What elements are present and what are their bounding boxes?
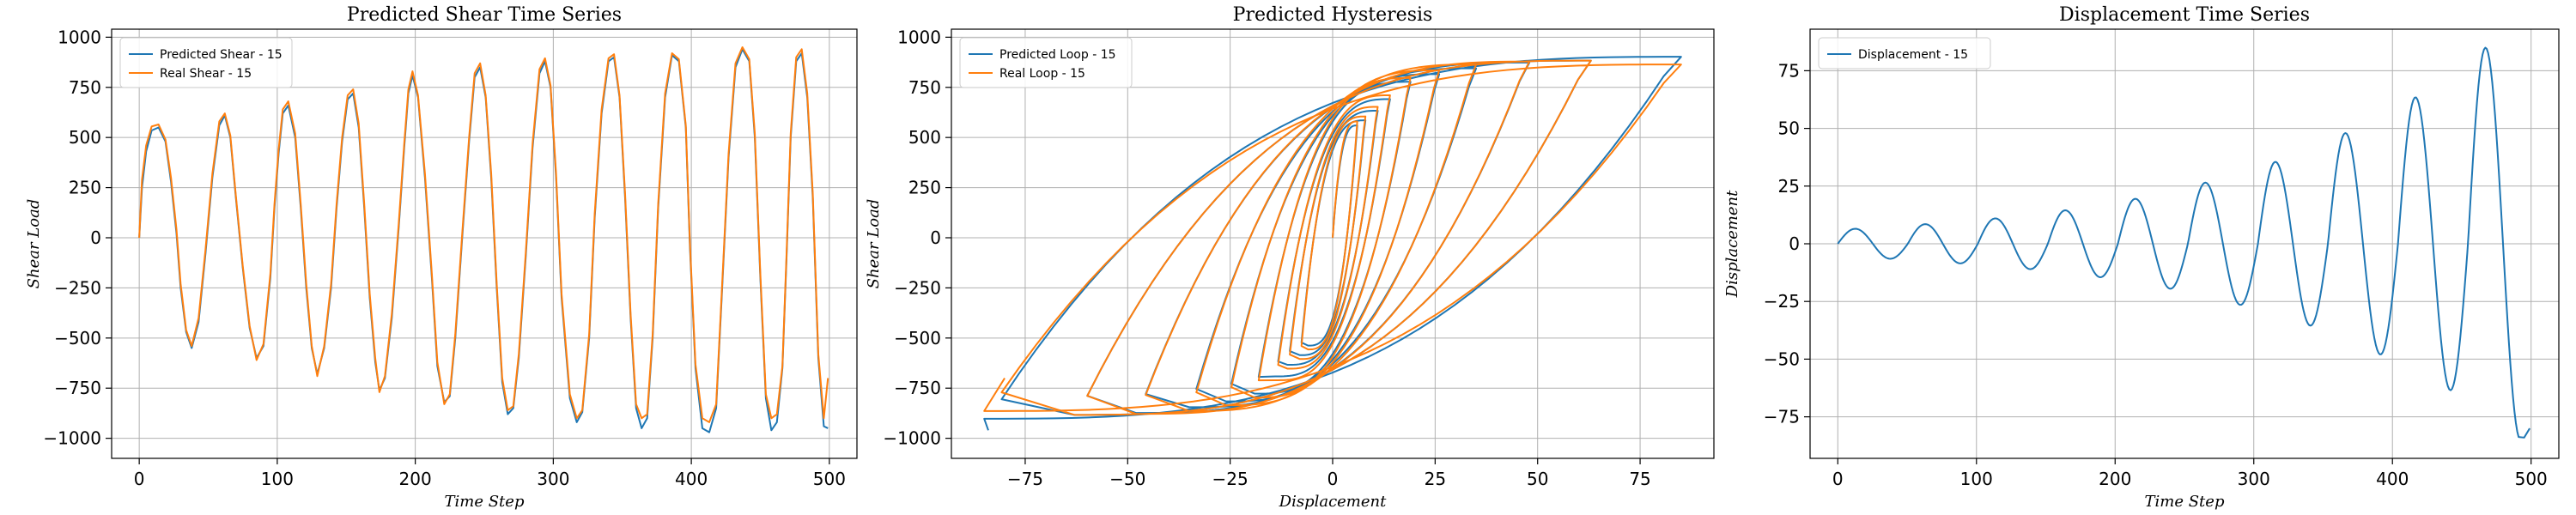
displacement-line: [1837, 46, 2530, 439]
legend-entry: Displacement - 15: [1858, 48, 1968, 62]
x-tick-label: −75: [1007, 469, 1043, 489]
axes-frame: [951, 28, 1715, 459]
y-tick-label: −750: [54, 378, 101, 398]
panel-title: Predicted Hysteresis: [1233, 4, 1433, 26]
y-tick-label: −1000: [43, 428, 101, 449]
x-tick-label: 25: [1425, 469, 1446, 489]
legend-box: [119, 37, 293, 88]
x-tick-label: −25: [1212, 469, 1249, 489]
real-shear-line: [138, 46, 829, 423]
x-tick-label: 0: [1327, 469, 1339, 489]
y-tick-label: 500: [69, 127, 101, 148]
axes-frame: [1809, 28, 2560, 459]
y-tick-label: 0: [930, 227, 941, 248]
x-tick-label: 50: [1527, 469, 1548, 489]
y-tick-label: 500: [908, 127, 941, 148]
panel-title: Predicted Shear Time Series: [347, 4, 622, 26]
y-tick-label: 75: [1778, 60, 1800, 81]
x-axis-label: Time Step: [445, 493, 525, 511]
y-tick-label: −750: [894, 378, 941, 398]
y-tick-label: 250: [69, 178, 101, 198]
legend-entry: Real Shear - 15: [160, 67, 252, 81]
y-tick-label: 0: [90, 227, 101, 248]
y-tick-label: −50: [1764, 348, 1800, 369]
y-tick-label: 250: [908, 178, 941, 198]
y-tick-label: 50: [1778, 118, 1800, 139]
y-tick-label: −500: [54, 328, 101, 348]
shear-time-series-panel: 0 100 200 300 400 500 −1000 −750 −500 −250 0 250 500…: [25, 4, 858, 511]
y-axis-label: Shear Load: [865, 199, 883, 289]
y-tick-label: −75: [1764, 407, 1800, 427]
y-tick-label: −500: [894, 328, 941, 348]
legend-box: [1818, 37, 1991, 70]
displacement-time-series-panel: 0 100 200 300 400 500 −75 −50 −25 0 25 50 75 Displace…: [1723, 4, 2560, 511]
x-tick-label: 500: [2515, 469, 2548, 489]
x-tick-label: −50: [1109, 469, 1145, 489]
hysteresis-panel: −75 −50 −25 0 25 50 75−1000−750−500−2500250500…: [865, 4, 1715, 511]
y-tick-label: 0: [1789, 233, 1800, 254]
legend-entry: Predicted Shear - 15: [160, 48, 283, 62]
y-tick-label: 750: [69, 77, 101, 98]
legend-entry: Real Loop - 15: [999, 67, 1085, 81]
x-tick-label: 500: [813, 469, 846, 489]
axes-frame: [111, 28, 858, 459]
x-tick-label: 200: [2099, 469, 2131, 489]
x-tick-label: 75: [1629, 469, 1650, 489]
y-tick-label: −250: [894, 277, 941, 298]
x-tick-label: 0: [134, 469, 145, 489]
legend-entry: Predicted Loop - 15: [999, 48, 1116, 62]
y-axis-label: Displacement: [1723, 190, 1741, 298]
y-axis-label: Shear Load: [25, 199, 43, 289]
x-tick-label: 300: [2238, 469, 2270, 489]
y-tick-label: 25: [1778, 176, 1800, 197]
y-tick-label: 750: [908, 77, 941, 98]
legend-box: [959, 37, 1133, 88]
x-tick-label: 400: [675, 469, 708, 489]
y-tick-label: −1000: [883, 428, 941, 449]
y-tick-label: −25: [1764, 291, 1800, 312]
real-loop-line: [983, 59, 1682, 416]
x-tick-label: 0: [1832, 469, 1844, 489]
y-tick-label: 1000: [897, 27, 941, 47]
x-axis-label: Time Step: [2145, 493, 2225, 511]
x-axis-label: Displacement: [1279, 493, 1387, 511]
x-tick-label: 200: [399, 469, 432, 489]
x-tick-label: 300: [537, 469, 569, 489]
panel-title: Displacement Time Series: [2059, 4, 2310, 26]
y-tick-label: −250: [54, 277, 101, 298]
x-tick-label: 100: [261, 469, 294, 489]
x-tick-label: 100: [1960, 469, 1993, 489]
x-tick-label: 400: [2376, 469, 2409, 489]
y-tick-label: 1000: [58, 27, 101, 47]
